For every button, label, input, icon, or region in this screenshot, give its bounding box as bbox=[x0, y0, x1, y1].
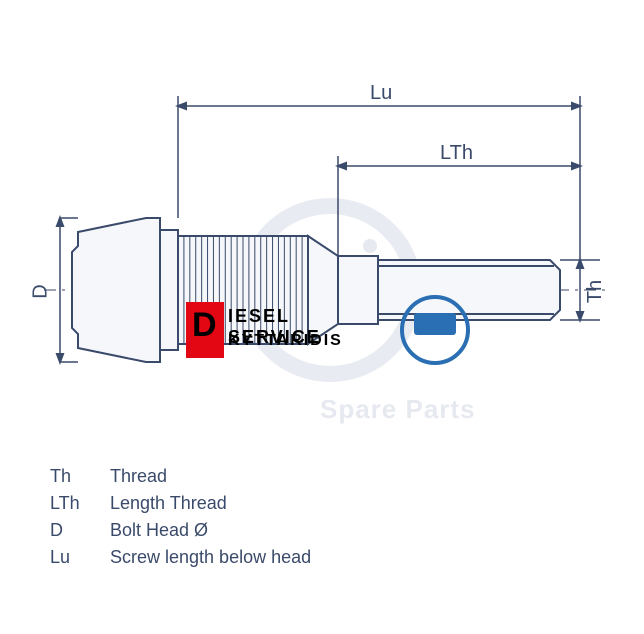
logo-diesel-service: D IESEL SERVICE KYTTARIDIS bbox=[186, 302, 386, 358]
legend-row: D Bolt Head Ø bbox=[50, 520, 311, 541]
legend-val: Thread bbox=[110, 466, 167, 487]
dim-label-lu: Lu bbox=[370, 82, 392, 105]
legend-row: Th Thread bbox=[50, 466, 311, 487]
legend-val: Screw length below head bbox=[110, 547, 311, 568]
legend-val: Length Thread bbox=[110, 493, 227, 514]
diagram-canvas: t Lu LTh D Th bbox=[0, 0, 644, 634]
legend-key: D bbox=[50, 520, 110, 541]
logo-letter-d: D bbox=[192, 306, 217, 345]
legend-val: Bolt Head Ø bbox=[110, 520, 208, 541]
legend-key: LTh bbox=[50, 493, 110, 514]
dim-label-lth: LTh bbox=[440, 142, 473, 165]
bolt-collar bbox=[160, 230, 178, 350]
tuv-inner-icon bbox=[414, 313, 456, 335]
logo-line2: KYTTARIDIS bbox=[228, 332, 343, 350]
dim-label-d: D bbox=[30, 284, 53, 298]
dim-label-th: Th bbox=[584, 280, 607, 303]
legend-row: Lu Screw length below head bbox=[50, 547, 311, 568]
tuv-badge bbox=[400, 295, 470, 365]
legend-key: Lu bbox=[50, 547, 110, 568]
legend-row: LTh Length Thread bbox=[50, 493, 311, 514]
legend-key: Th bbox=[50, 466, 110, 487]
legend: Th Thread LTh Length Thread D Bolt Head … bbox=[50, 466, 311, 574]
watermark-spare-parts: Spare Parts bbox=[320, 394, 476, 425]
bolt-head bbox=[72, 218, 160, 362]
